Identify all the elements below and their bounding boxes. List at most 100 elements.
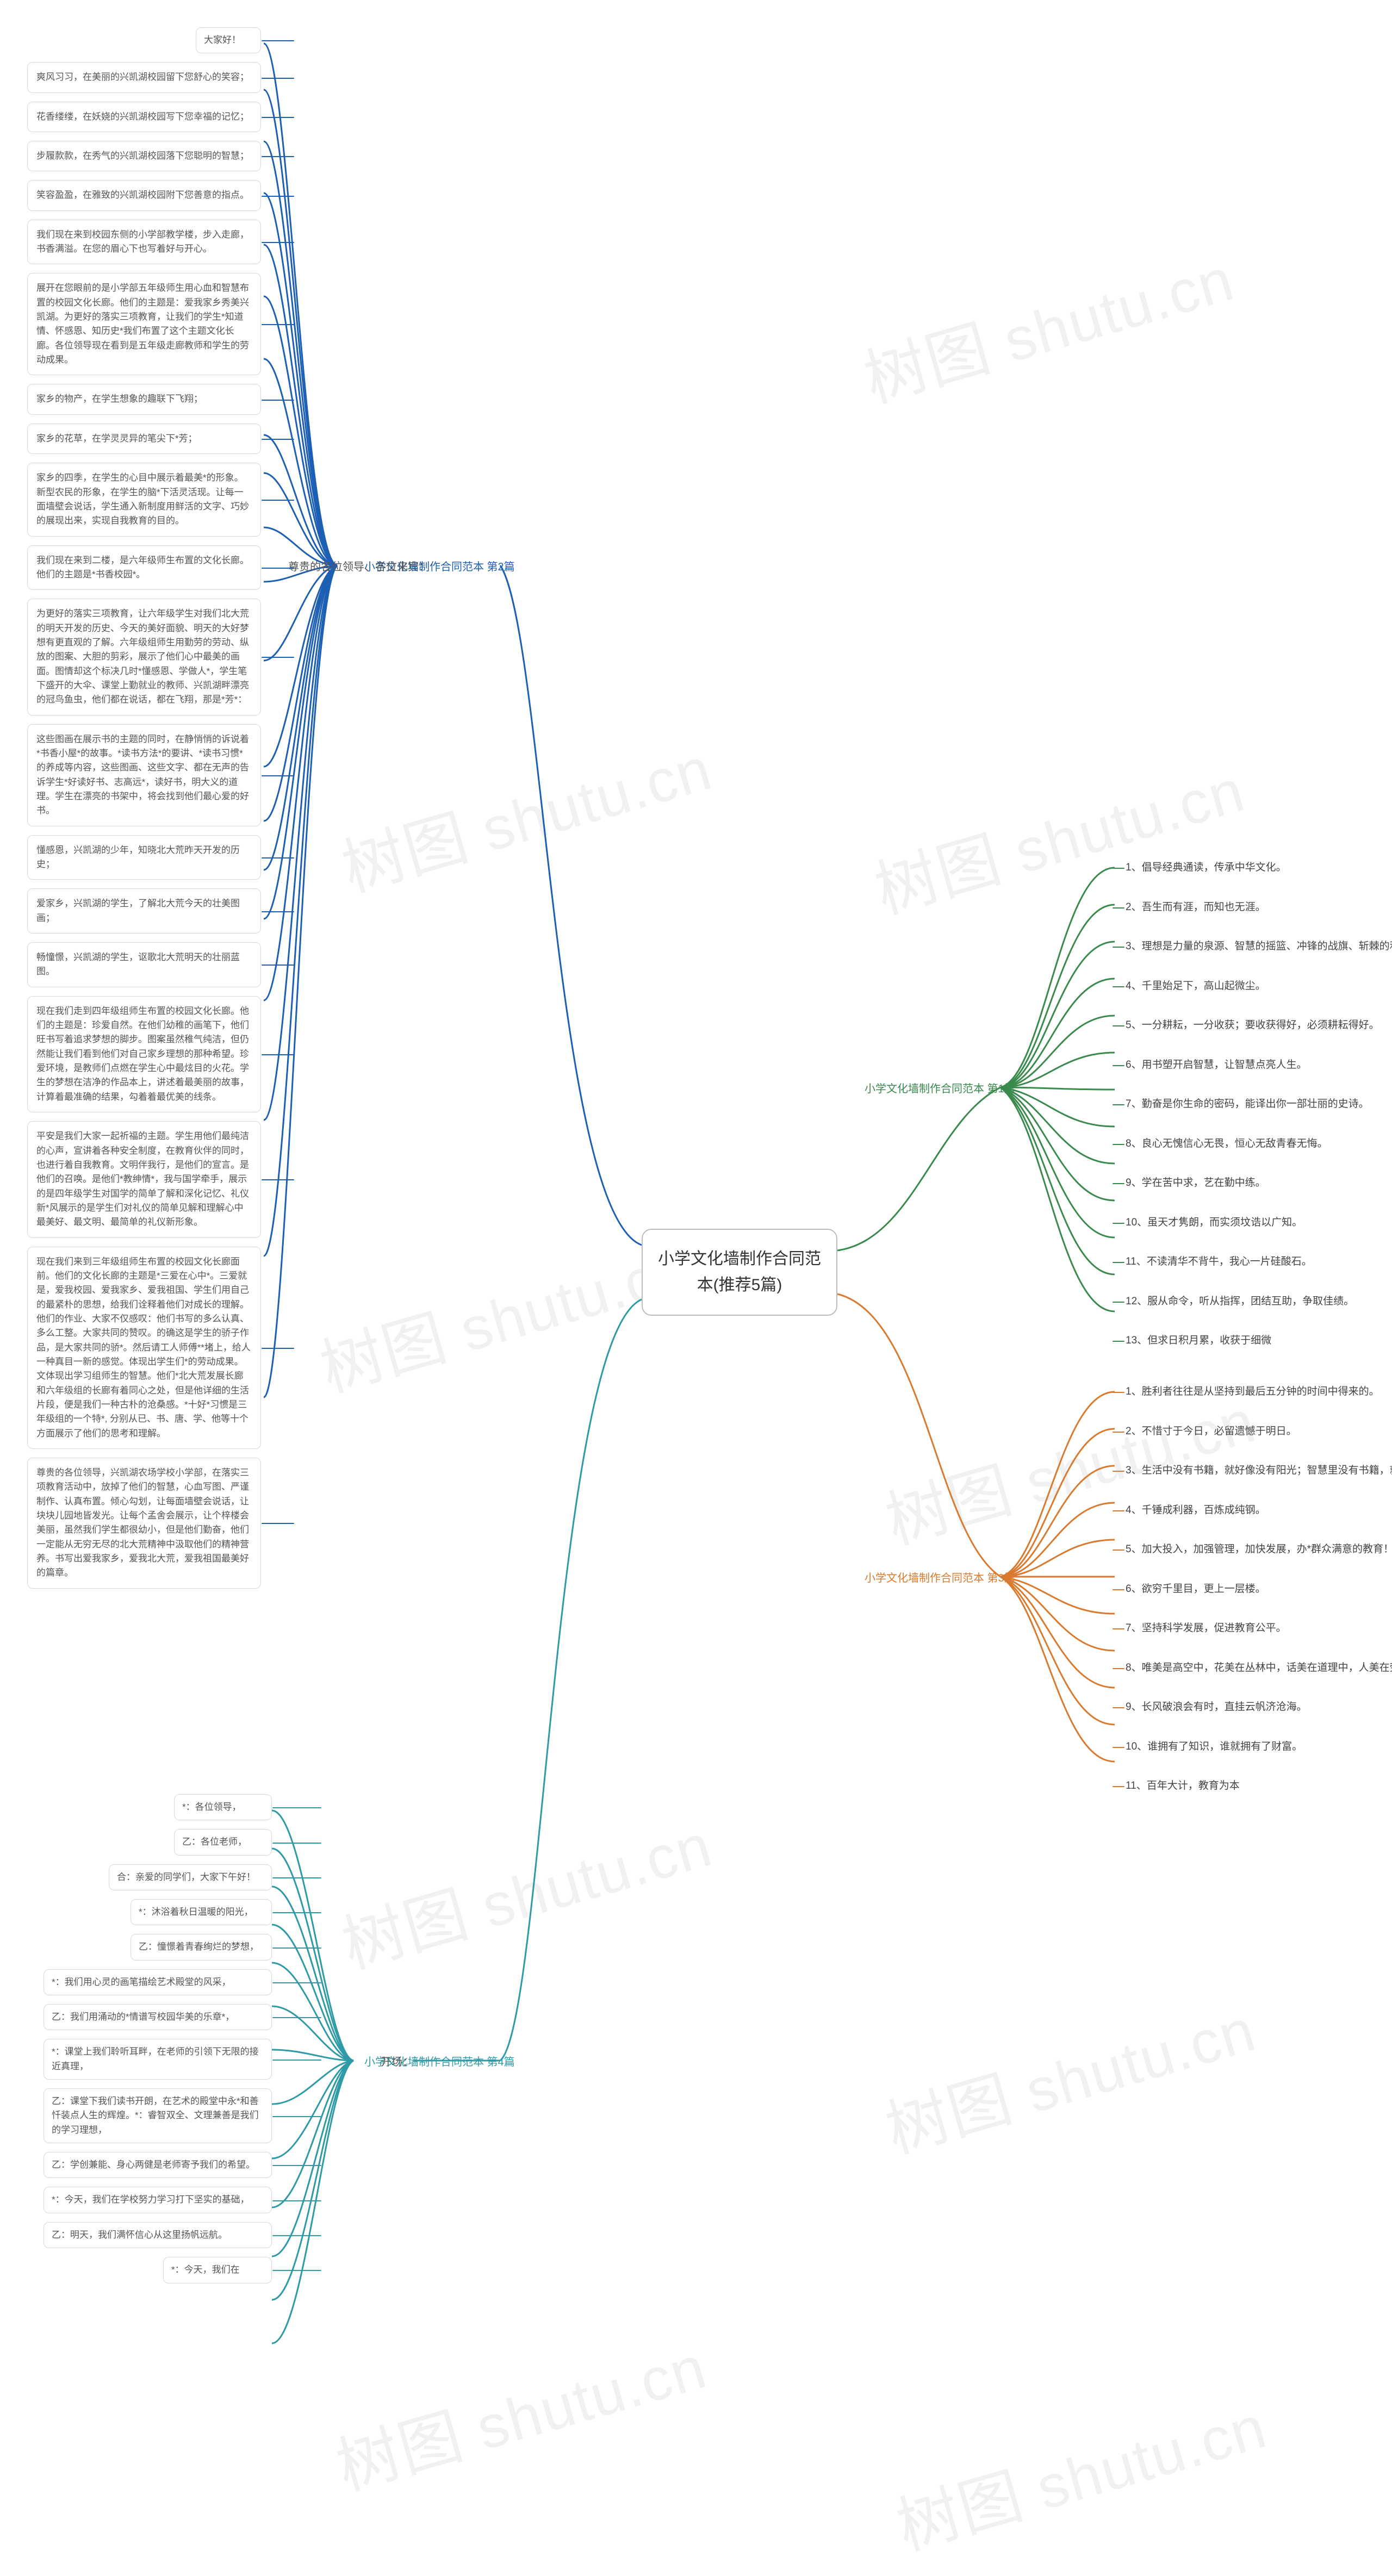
box-text: 现在我们走到四年级组师生布置的校园文化长廊。他们的主题是：珍爱自然。在他们幼稚的… [36, 1004, 252, 1104]
box-text: *：课堂上我们聆听耳畔，在老师的引领下无限的接近真理， [52, 2045, 264, 2074]
box-item[interactable]: 爱家乡，兴凯湖的学生，了解北大荒今天的壮美图画； [27, 888, 261, 934]
box-text: 笑容盈盈，在雅致的兴凯湖校园附下您善意的指点。 [36, 188, 252, 202]
box-item[interactable]: 我们现在来到校园东侧的小学部教学楼，步入走廊，书香满溢。在您的眉心下也写着好与开… [27, 220, 261, 265]
leaf-item[interactable]: 2、不惜寸于今日，必留遗憾于明日。 [1126, 1424, 1392, 1440]
leaf-item[interactable]: 5、一分耕耘，一分收获；要收获得好，必须耕耘得好。 [1126, 1018, 1392, 1034]
box-text: 懂感恩，兴凯湖的少年，知晓北大荒昨天开发的历史； [36, 843, 252, 872]
box-item[interactable]: 现在我们来到三年级组师生布置的校园文化长廊面前。他们的文化长廊的主题是*三爱在心… [27, 1247, 261, 1449]
hub-essay2: 尊贵的各位领导、各位来宾： [288, 559, 430, 575]
box-text: 现在我们来到三年级组师生布置的校园文化长廊面前。他们的文化长廊的主题是*三爱在心… [36, 1255, 252, 1441]
box-item[interactable]: 乙：各位老师， [174, 1829, 272, 1855]
box-text: 尊贵的各位领导，兴凯湖农场学校小学部，在落实三项教育活动中，放掉了他们的智慧，心… [36, 1466, 252, 1581]
box-text: 畅憧憬，兴凯湖的学生，讴歌北大荒明天的壮丽蓝图。 [36, 950, 252, 979]
box-text: 乙：课堂下我们读书开朗，在艺术的殿堂中永*和善忏装点人生的辉煌。*：睿智双全、文… [52, 2094, 264, 2137]
box-item[interactable]: 花香缕缕，在妖娆的兴凯湖校园写下您幸福的记忆； [27, 102, 261, 132]
box-text: 家乡的四季，在学生的心目中展示着最美*的形象。新型农民的形象，在学生的脑*下活灵… [36, 471, 252, 528]
leaf-item[interactable]: 9、学在苦中求，艺在勤中练。 [1126, 1175, 1392, 1191]
box-item[interactable]: *：今天，我们在 [163, 2257, 272, 2283]
box-text: *：沐浴着秋日温暖的阳光， [139, 1905, 264, 1919]
box-text: 为更好的落实三项教育，让六年级学生对我们北大荒的明天开发的历史、今天的美好面貌、… [36, 607, 252, 707]
watermark: 树图 shutu.cn [332, 1798, 723, 1993]
box-item[interactable]: 合：亲爱的同学们，大家下午好！ [109, 1864, 272, 1890]
box-item[interactable]: 家乡的四季，在学生的心目中展示着最美*的形象。新型农民的形象，在学生的脑*下活灵… [27, 463, 261, 536]
box-text: 乙：明天，我们满怀信心从这里扬帆远航。 [52, 2228, 264, 2242]
box-item[interactable]: *：今天，我们在学校努力学习打下坚实的基础， [44, 2187, 272, 2213]
section-label-essay3[interactable]: 小学文化墙制作合同范本 第3篇 [865, 1570, 1015, 1586]
box-item[interactable]: 乙：明天，我们满怀信心从这里扬帆远航。 [44, 2222, 272, 2248]
leaf-item[interactable]: 2、吾生而有涯，而知也无涯。 [1126, 900, 1392, 916]
box-item[interactable]: 为更好的落实三项教育，让六年级学生对我们北大荒的明天开发的历史、今天的美好面貌、… [27, 599, 261, 715]
box-item[interactable]: 大家好！ [196, 27, 261, 53]
box-item[interactable]: *：我们用心灵的画笔描绘艺术殿堂的风采， [44, 1969, 272, 1995]
box-list-essay4: *：各位领导， 乙：各位老师， 合：亲爱的同学们，大家下午好！ *：沐浴着秋日温… [44, 1794, 272, 2292]
box-item[interactable]: 乙：我们用涌动的*情谱写校园华美的乐章*， [44, 2004, 272, 2030]
box-item[interactable]: 懂感恩，兴凯湖的少年，知晓北大荒昨天开发的历史； [27, 835, 261, 880]
box-text: 我们现在来到二楼，是六年级师生布置的文化长廊。他们的主题是*书香校园*。 [36, 553, 252, 582]
leaf-item[interactable]: 12、服从命令，听从指挥，团结互助，争取佳绩。 [1126, 1294, 1392, 1310]
box-item[interactable]: 畅憧憬，兴凯湖的学生，讴歌北大荒明天的壮丽蓝图。 [27, 942, 261, 987]
box-text: 家乡的物产，在学生想象的趣联下飞翔； [36, 392, 252, 406]
box-item[interactable]: 我们现在来到二楼，是六年级师生布置的文化长廊。他们的主题是*书香校园*。 [27, 545, 261, 590]
box-text: 花香缕缕，在妖娆的兴凯湖校园写下您幸福的记忆； [36, 110, 252, 124]
box-item[interactable]: *：课堂上我们聆听耳畔，在老师的引领下无限的接近真理， [44, 2039, 272, 2080]
leaf-item[interactable]: 3、理想是力量的泉源、智慧的摇篮、冲锋的战旗、斩棘的利剑。 [1126, 939, 1392, 955]
box-text: 乙：各位老师， [182, 1835, 264, 1849]
leaf-item[interactable]: 5、加大投入，加强管理，加快发展，办*群众满意的教育！ [1126, 1542, 1392, 1558]
leaf-item[interactable]: 7、坚持科学发展，促进教育公平。 [1126, 1621, 1392, 1637]
leaf-item[interactable]: 7、勤奋是你生命的密码，能译出你一部壮丽的史诗。 [1126, 1097, 1392, 1112]
box-text: 展开在您眼前的是小学部五年级师生用心血和智慧布置的校园文化长廊。他们的主题是：爱… [36, 281, 252, 367]
leaf-list-essay1: 1、倡导经典通读，传承中华文化。 2、吾生而有涯，而知也无涯。 3、理想是力量的… [1126, 860, 1392, 1373]
leaf-item[interactable]: 4、千里始足下，高山起微尘。 [1126, 979, 1392, 994]
box-text: 乙：学创兼能、身心两健是老师寄予我们的希望。 [52, 2158, 264, 2172]
box-item[interactable]: *：各位领导， [174, 1794, 272, 1820]
watermark: 树图 shutu.cn [886, 2380, 1277, 2574]
leaf-item[interactable]: 6、用书塑开启智慧，让智慧点亮人生。 [1126, 1057, 1392, 1073]
watermark: 树图 shutu.cn [854, 232, 1245, 427]
leaf-item[interactable]: 8、良心无愧信心无畏，恒心无敌青春无悔。 [1126, 1136, 1392, 1152]
leaf-item[interactable]: 1、胜利者往往是从坚持到最后五分钟的时间中得来的。 [1126, 1384, 1392, 1400]
leaf-item[interactable]: 1、倡导经典通读，传承中华文化。 [1126, 860, 1392, 876]
leaf-item[interactable]: 3、生活中没有书籍，就好像没有阳光；智慧里没有书籍，就好像没有翅膀。 [1126, 1463, 1392, 1479]
leaf-item[interactable]: 10、谁拥有了知识，谁就拥有了财富。 [1126, 1739, 1392, 1755]
box-text: *：今天，我们在学校努力学习打下坚实的基础， [52, 2193, 264, 2207]
watermark: 树图 shutu.cn [326, 2320, 717, 2515]
box-item[interactable]: 步履款款，在秀气的兴凯湖校园落下您聪明的智慧； [27, 141, 261, 171]
box-text: 爽风习习，在美丽的兴凯湖校园留下您舒心的笑容； [36, 70, 252, 84]
box-text: 乙：憧憬着青春绚烂的梦想， [139, 1940, 264, 1954]
leaf-item[interactable]: 11、不读清华不背牛，我心一片硅酸石。 [1126, 1254, 1392, 1270]
watermark: 树图 shutu.cn [875, 1983, 1266, 2177]
box-item[interactable]: 尊贵的各位领导，兴凯湖农场学校小学部，在落实三项教育活动中，放掉了他们的智慧，心… [27, 1458, 261, 1589]
box-item[interactable]: 现在我们走到四年级组师生布置的校园文化长廊。他们的主题是：珍爱自然。在他们幼稚的… [27, 996, 261, 1112]
leaf-item[interactable]: 9、长风破浪会有时，直挂云帆济沧海。 [1126, 1700, 1392, 1715]
leaf-item[interactable]: 8、唯美是高空中，花美在丛林中，话美在道理中，人美在劳动中。 [1126, 1660, 1392, 1676]
box-text: 乙：我们用涌动的*情谱写校园华美的乐章*， [52, 2010, 264, 2024]
box-item[interactable]: 笑容盈盈，在雅致的兴凯湖校园附下您善意的指点。 [27, 180, 261, 210]
leaf-item[interactable]: 6、欲穷千里目，更上一层楼。 [1126, 1582, 1392, 1597]
box-text: 我们现在来到校园东侧的小学部教学楼，步入走廊，书香满溢。在您的眉心下也写着好与开… [36, 228, 252, 257]
box-item[interactable]: 乙：课堂下我们读书开朗，在艺术的殿堂中永*和善忏装点人生的辉煌。*：睿智双全、文… [44, 2088, 272, 2143]
watermark: 树图 shutu.cn [332, 721, 723, 916]
leaf-item[interactable]: 4、千锤成利器，百炼成纯钢。 [1126, 1503, 1392, 1519]
leaf-item[interactable]: 13、但求日积月累，收获于细微 [1126, 1333, 1392, 1349]
leaf-item[interactable]: 10、虽天才隽朗，而实须坟诰以广知。 [1126, 1215, 1392, 1231]
box-text: 步履款款，在秀气的兴凯湖校园落下您聪明的智慧； [36, 149, 252, 163]
center-node[interactable]: 小学文化墙制作合同范本(推荐5篇) [642, 1229, 837, 1316]
box-item[interactable]: 平安是我们大家一起祈福的主题。学生用他们最纯洁的心声，宣讲着各种安全制度，在教育… [27, 1121, 261, 1237]
hub-essay4: 开场： [381, 2054, 413, 2070]
box-item[interactable]: 乙：憧憬着青春绚烂的梦想， [130, 1934, 272, 1960]
box-item[interactable]: *：沐浴着秋日温暖的阳光， [130, 1899, 272, 1925]
section-label-essay1[interactable]: 小学文化墙制作合同范本 第1篇 [865, 1081, 1015, 1097]
box-text: *：我们用心灵的画笔描绘艺术殿堂的风采， [52, 1975, 264, 1989]
leaf-list-essay3: 1、胜利者往往是从坚持到最后五分钟的时间中得来的。 2、不惜寸于今日，必留遗憾于… [1126, 1384, 1392, 1818]
box-list-essay2: 大家好！ 爽风习习，在美丽的兴凯湖校园留下您舒心的笑容； 花香缕缕，在妖娆的兴凯… [27, 27, 261, 1597]
box-text: 爱家乡，兴凯湖的学生，了解北大荒今天的壮美图画； [36, 897, 252, 925]
box-item[interactable]: 家乡的花草，在学灵灵异的笔尖下*芳； [27, 424, 261, 454]
box-item[interactable]: 乙：学创兼能、身心两健是老师寄予我们的希望。 [44, 2152, 272, 2178]
box-item[interactable]: 家乡的物产，在学生想象的趣联下飞翔； [27, 384, 261, 414]
leaf-item[interactable]: 11、百年大计，教育为本 [1126, 1778, 1392, 1794]
box-item[interactable]: 展开在您眼前的是小学部五年级师生用心血和智慧布置的校园文化长廊。他们的主题是：爱… [27, 273, 261, 375]
box-text: *：各位领导， [182, 1800, 264, 1814]
box-item[interactable]: 这些图画在展示书的主题的同时，在静悄悄的诉说着*书香小屋*的故事。*读书方法*的… [27, 724, 261, 826]
box-item[interactable]: 爽风习习，在美丽的兴凯湖校园留下您舒心的笑容； [27, 62, 261, 92]
box-text: 合：亲爱的同学们，大家下午好！ [117, 1870, 264, 1884]
